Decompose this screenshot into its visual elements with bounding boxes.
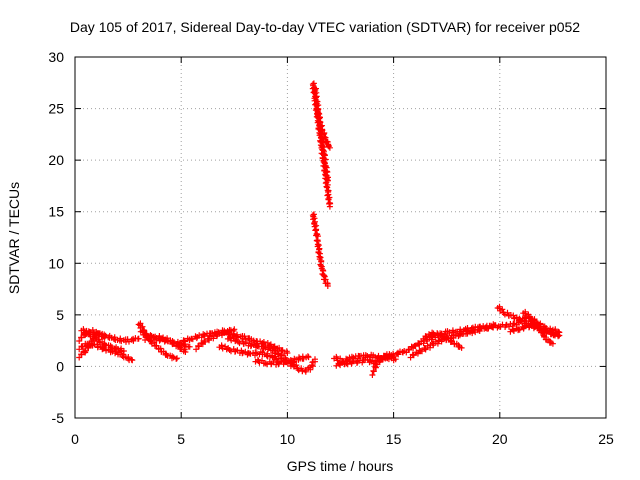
x-tick-label: 15 — [386, 431, 402, 447]
y-tick-label: 0 — [56, 358, 64, 374]
data-point-track-0-15 — [311, 85, 331, 184]
y-tick-label: -5 — [52, 410, 65, 426]
data-points — [76, 80, 563, 378]
x-tick-label: 10 — [280, 431, 296, 447]
chart-title: Day 105 of 2017, Sidereal Day-to-day VTE… — [70, 19, 580, 35]
x-tick-labels: 0 5 10 15 20 25 — [71, 431, 614, 447]
plot-frame — [74, 56, 607, 419]
data-point-track-0-19 — [369, 351, 393, 378]
x-tick-label: 0 — [71, 431, 79, 447]
x-axis-label: GPS time / hours — [287, 458, 394, 474]
x-tick-label: 5 — [177, 431, 185, 447]
grid — [75, 57, 606, 418]
x-tick-label: 25 — [598, 431, 614, 447]
data-point-track-0-12 — [288, 356, 318, 375]
y-tick-label: 5 — [56, 307, 64, 323]
y-tick-label: 20 — [48, 152, 64, 168]
data-point-track-0-11 — [252, 353, 312, 368]
data-point-track-0-6 — [142, 333, 189, 355]
y-tick-label: 25 — [48, 101, 64, 117]
data-point-track-0-22 — [420, 329, 465, 351]
data-point-track-0-16 — [309, 211, 331, 289]
data-point-track-0-25 — [507, 321, 563, 336]
y-tick-label: 15 — [48, 204, 64, 220]
data-point-track-0-8 — [193, 326, 238, 353]
x-tick-label: 20 — [492, 431, 508, 447]
data-point-track-0-3 — [76, 330, 108, 361]
y-tick-label: 30 — [48, 49, 64, 65]
y-tick-labels: -5 0 5 10 15 20 25 30 — [48, 49, 64, 426]
data-point-track-0-9 — [216, 342, 287, 365]
y-tick-label: 10 — [48, 255, 64, 271]
y-axis-label: SDTVAR / TECUs — [6, 182, 22, 294]
